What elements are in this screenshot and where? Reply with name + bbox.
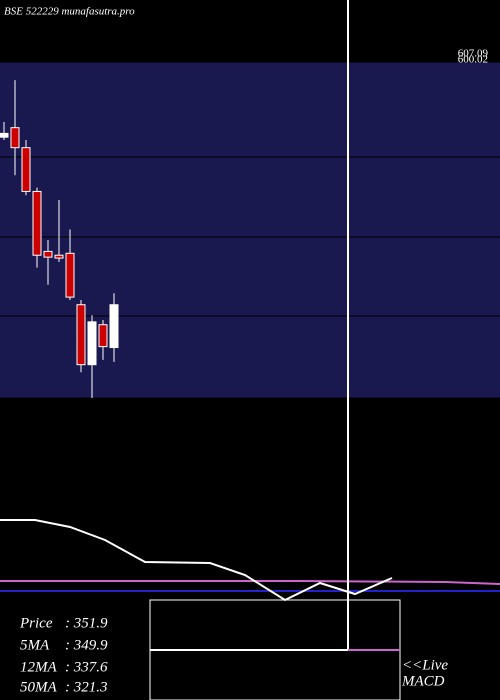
info-label: 5MA: [20, 637, 50, 653]
indicator-line: [0, 519, 393, 602]
info-label: Price: [19, 615, 53, 631]
price-panel: [0, 62, 500, 398]
candle-body: [76, 304, 86, 366]
price-label: 600.02: [458, 54, 488, 66]
info-label: 12MA: [20, 659, 57, 675]
candle-body: [32, 190, 42, 256]
candle-body: [10, 127, 20, 149]
candle-body: [109, 304, 119, 349]
candle-body: [0, 132, 9, 138]
indicator-label: MACD: [401, 673, 445, 689]
candle-body: [54, 254, 64, 259]
candle-body: [87, 321, 97, 366]
indicator: [0, 519, 500, 602]
price-label: 607.09: [458, 48, 489, 60]
info-value: : 351.9: [65, 615, 108, 631]
info-value: : 349.9: [65, 637, 108, 653]
info-value: : 321.3: [65, 679, 108, 695]
live-label: <<Live: [402, 657, 448, 673]
candle-body: [21, 147, 31, 192]
candle-body: [43, 250, 53, 258]
indicator-line: [0, 580, 500, 585]
chart-title: BSE 522229 munafasutra.pro: [4, 6, 135, 18]
info-label: 50MA: [20, 679, 57, 695]
candle-body: [98, 324, 108, 348]
info-value: : 337.6: [65, 659, 108, 675]
candle-body: [65, 252, 75, 298]
